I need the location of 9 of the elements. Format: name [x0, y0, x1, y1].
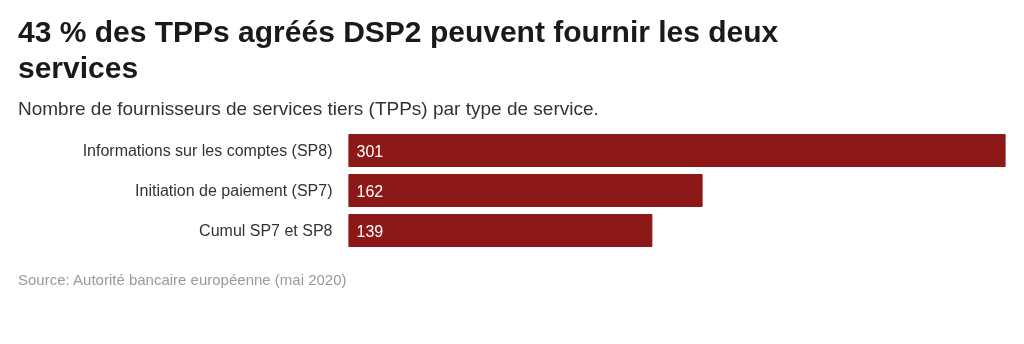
data-label: 162 — [356, 182, 384, 200]
data-label: 139 — [356, 222, 384, 240]
y-tick-label: Cumul SP7 et SP8 — [199, 222, 333, 240]
chart-title: 43 % des TPPs agréés DSP2 peuvent fournir les deux services — [18, 14, 780, 86]
source-note: Source: Autorité bancaire européenne (mai 2020) — [18, 270, 347, 291]
y-tick-label: Initiation de paiement (SP7) — [135, 182, 333, 200]
data-label: 301 — [356, 142, 384, 160]
y-tick-label: Informations sur les comptes (SP8) — [82, 142, 333, 160]
chart-subtitle: Nombre de fournisseurs de services tiers (TPPs) par type de service. — [18, 97, 599, 121]
